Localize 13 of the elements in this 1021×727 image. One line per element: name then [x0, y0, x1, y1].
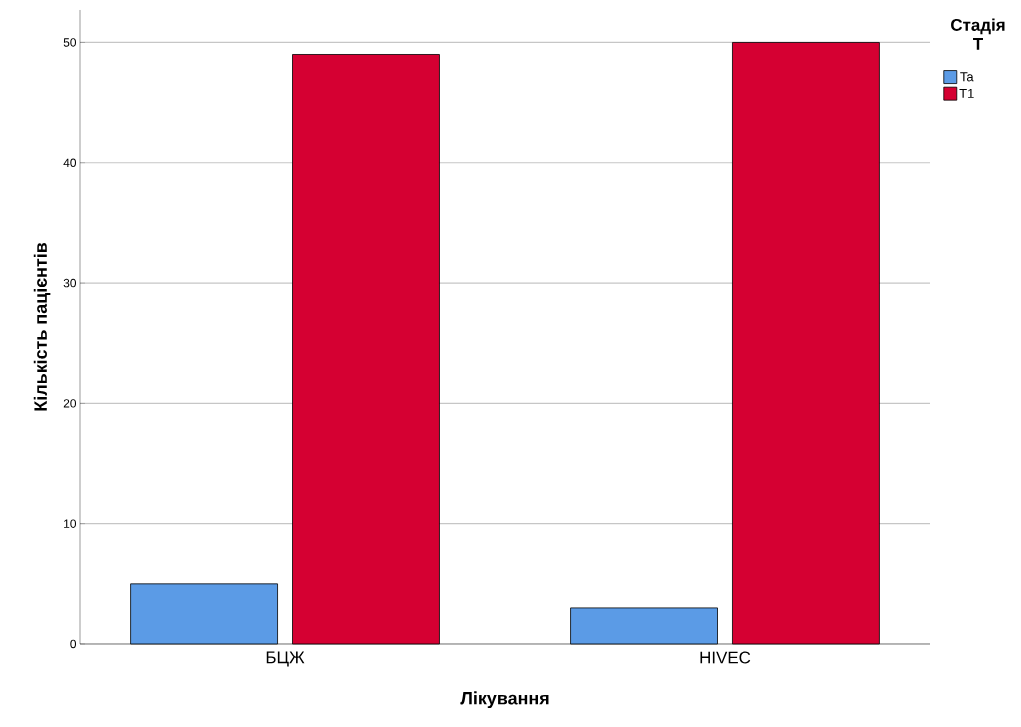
x-tick-label: БЦЖ [266, 651, 305, 667]
legend-title: Стадія T [951, 18, 1005, 50]
legend-label: T1 [959, 88, 974, 98]
y-tick-label: 30 [63, 278, 77, 288]
legend-label: Ta [960, 72, 974, 82]
x-tick-label: HIVEC [700, 651, 751, 664]
y-tick-label: 40 [63, 158, 77, 167]
y-tick-label: 20 [63, 399, 77, 408]
y-axis-title: Кількість пацієнтів [33, 242, 51, 411]
y-tick-label: 10 [64, 519, 77, 528]
y-tick-label: 0 [70, 639, 77, 649]
x-axis-title: Лікування [460, 691, 549, 709]
y-tick-label: 50 [63, 38, 77, 47]
